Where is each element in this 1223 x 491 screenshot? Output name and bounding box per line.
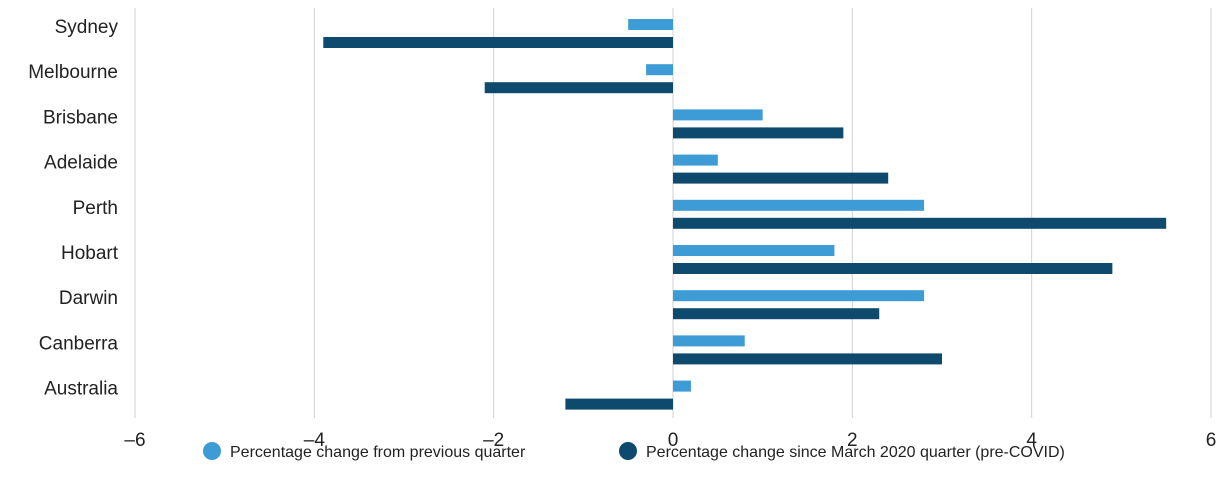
bar-hobart-series-1 (673, 245, 835, 256)
grid-lines (134, 8, 1212, 418)
category-label: Australia (44, 379, 118, 400)
bar-darwin-series-2 (673, 308, 880, 320)
category-label: Adelaide (44, 153, 118, 174)
category-label: Darwin (59, 288, 118, 309)
bar-brisbane-series-1 (673, 109, 763, 121)
bar-canberra-series-2 (673, 353, 942, 365)
category-label: Hobart (61, 243, 119, 264)
category-label: Perth (73, 198, 118, 219)
x-tick-label: –4 (304, 430, 326, 451)
bar-hobart-series-2 (673, 263, 1113, 274)
x-tick-label: 0 (668, 430, 679, 451)
bar-adelaide-series-1 (673, 154, 718, 166)
bar-australia-series-2 (565, 398, 673, 410)
legend-label-since-march-2020: Percentage change since March 2020 quart… (646, 444, 1065, 461)
category-labels: Sydney Melbourne Brisbane Adelaide Perth Hoba… (28, 17, 118, 400)
legend-label-previous-quarter: Percentage change from previous quarter (230, 444, 526, 461)
category-label: Melbourne (28, 62, 118, 83)
bar-brisbane-series-2 (673, 127, 844, 139)
category-label: Sydney (55, 17, 119, 38)
bar-perth-series-2 (673, 217, 1167, 229)
bar-canberra-series-1 (673, 335, 745, 347)
category-label: Brisbane (43, 107, 118, 128)
x-tick-label: –6 (124, 430, 145, 451)
x-tick-label: 4 (1026, 430, 1037, 451)
bar-darwin-series-1 (673, 290, 925, 302)
bar-australia-series-1 (673, 380, 691, 392)
legend-marker-since-march-2020 (619, 442, 637, 460)
bar-adelaide-series-2 (673, 172, 889, 184)
legend-marker-previous-quarter (203, 442, 221, 460)
legend: Percentage change from previous quarter … (203, 442, 1065, 461)
bar-sydney-series-2 (323, 37, 673, 48)
x-tick-label: 2 (847, 430, 858, 451)
bars (323, 19, 1167, 410)
x-tick-label: –2 (483, 430, 504, 451)
x-tick-labels: –6 –4 –2 0 2 4 6 (124, 430, 1216, 451)
bar-perth-series-1 (673, 199, 925, 211)
category-label: Canberra (39, 333, 119, 354)
bar-sydney-series-1 (628, 19, 673, 30)
bar-melbourne-series-1 (646, 64, 673, 76)
bar-melbourne-series-2 (484, 82, 673, 94)
x-tick-label: 6 (1206, 430, 1217, 451)
